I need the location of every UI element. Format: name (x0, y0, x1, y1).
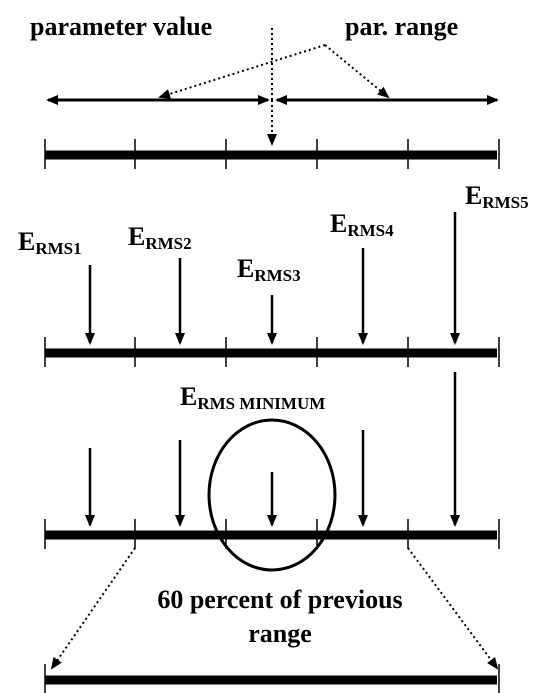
label: parameter value (30, 12, 212, 41)
label: ERMS2 (128, 222, 192, 253)
label-main: E (237, 254, 254, 283)
label: range (248, 619, 312, 648)
label: ERMS5 (465, 181, 529, 212)
label: 60 percent of previous (157, 585, 402, 614)
label-sub: RMS4 (347, 221, 394, 240)
label: ERMS MINIMUM (180, 382, 325, 413)
label: ERMS4 (330, 209, 394, 240)
label-sub: RMS1 (35, 239, 81, 258)
label-main: E (18, 227, 35, 256)
label-main: E (330, 209, 347, 238)
label-sub: RMS MINIMUM (197, 394, 325, 413)
label-sub: RMS2 (145, 234, 191, 253)
label-main: E (128, 222, 145, 251)
label: ERMS3 (237, 254, 301, 285)
label: par. range (345, 12, 458, 41)
label-sub: RMS3 (254, 266, 300, 285)
label: ERMS1 (18, 227, 82, 258)
label-main: E (180, 382, 197, 411)
label-sub: RMS5 (482, 193, 528, 212)
shapes (44, 28, 500, 693)
label-main: E (465, 181, 482, 210)
